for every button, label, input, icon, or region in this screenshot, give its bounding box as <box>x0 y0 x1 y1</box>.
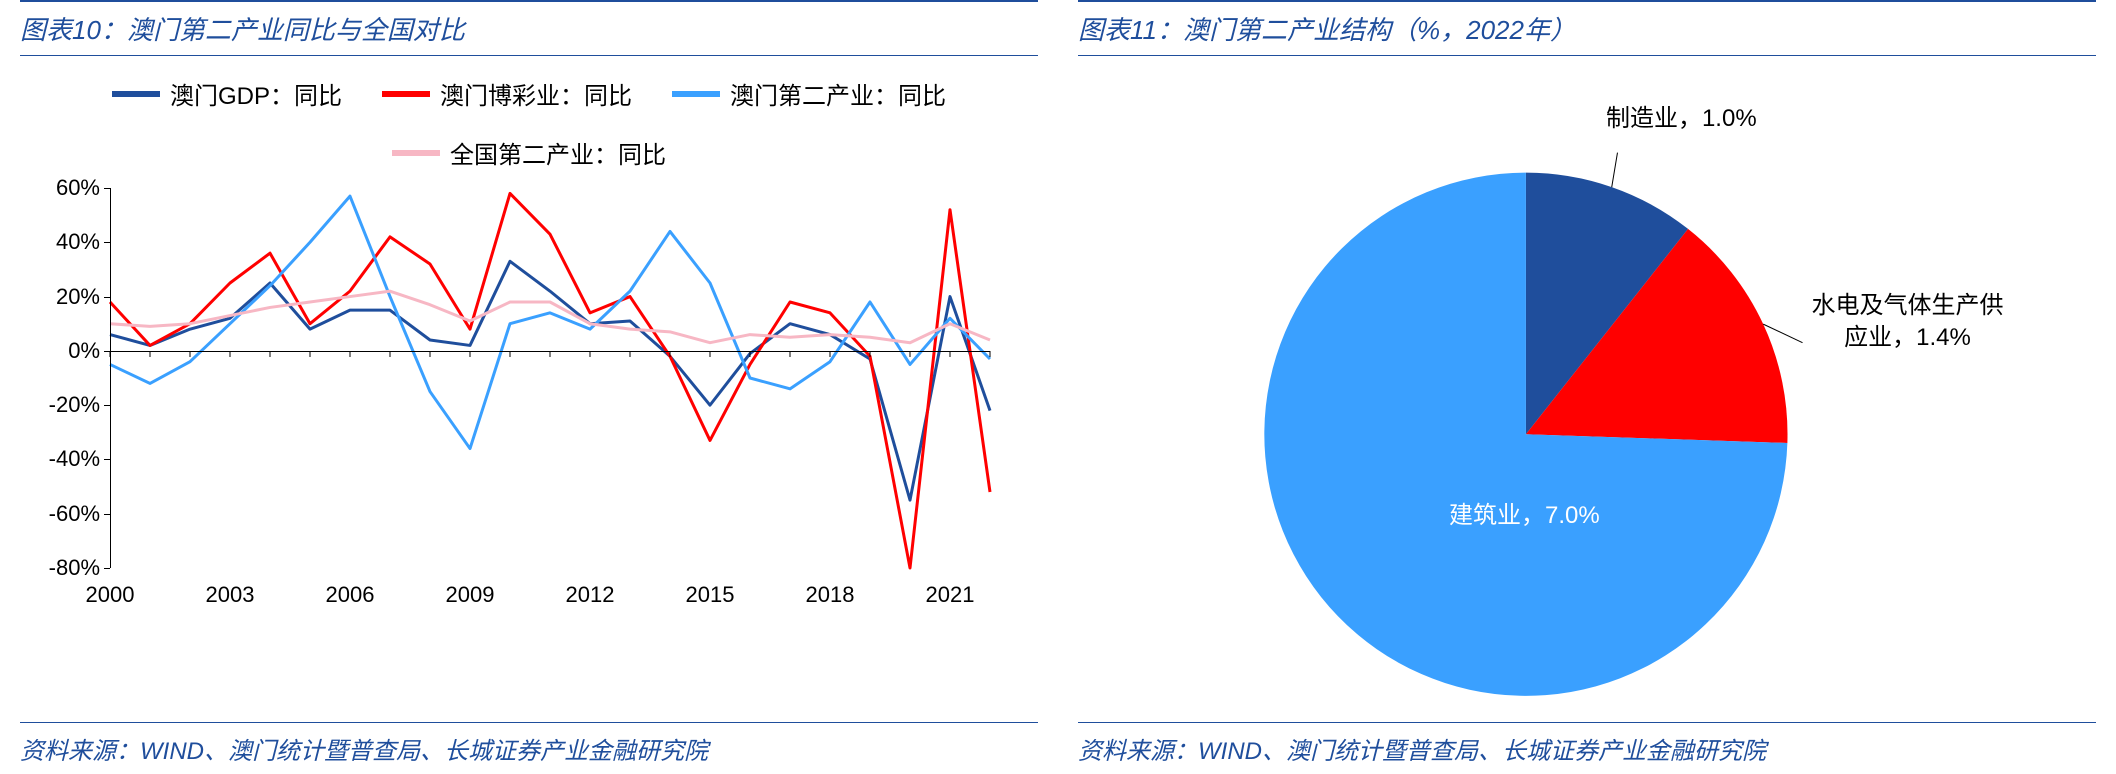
pie-chart: 制造业，1.0% 水电及气体生产供应业，1.4% 建筑业，7.0% <box>1078 68 2096 722</box>
legend-label: 澳门博彩业：同比 <box>440 76 632 111</box>
series-line <box>110 291 990 343</box>
x-tick-label: 2000 <box>86 582 135 608</box>
pie-chart-svg <box>1078 68 2096 722</box>
left-source-bar: 资料来源：WIND、澳门统计暨普查局、长城证券产业金融研究院 <box>20 722 1038 774</box>
right-title-bar: 图表11：澳门第二产业结构（%，2022年） <box>1078 0 2096 56</box>
legend-item: 澳门GDP：同比 <box>112 76 342 111</box>
y-tick-label: -60% <box>20 501 100 527</box>
legend-item: 澳门第二产业：同比 <box>672 76 946 111</box>
left-panel: 图表10：澳门第二产业同比与全国对比 澳门GDP：同比 澳门博彩业：同比 澳门第二产… <box>0 0 1058 774</box>
series-line <box>110 193 990 568</box>
y-tick-label: 60% <box>20 175 100 201</box>
line-chart-svg <box>110 188 990 568</box>
line-chart-plot: -80%-60%-40%-20%0%20%40%60% 200020032006… <box>110 188 1018 608</box>
y-tick-label: -20% <box>20 392 100 418</box>
x-tick-label: 2021 <box>926 582 975 608</box>
legend-swatch <box>382 91 430 97</box>
legend-swatch <box>112 91 160 97</box>
line-chart-plot-area: -80%-60%-40%-20%0%20%40%60% <box>110 188 990 568</box>
left-source-text: 资料来源：WIND、澳门统计暨普查局、长城证券产业金融研究院 <box>20 731 1038 766</box>
legend-label: 澳门GDP：同比 <box>170 76 342 111</box>
legend-label: 澳门第二产业：同比 <box>730 76 946 111</box>
left-chart-title: 图表10：澳门第二产业同比与全国对比 <box>20 10 1038 47</box>
right-source-bar: 资料来源：WIND、澳门统计暨普查局、长城证券产业金融研究院 <box>1078 722 2096 774</box>
right-panel: 图表11：澳门第二产业结构（%，2022年） 制造业，1.0% 水电及气体生产供应… <box>1058 0 2116 774</box>
legend-swatch <box>672 91 720 97</box>
y-tick-label: 20% <box>20 284 100 310</box>
y-tick-label: -80% <box>20 555 100 581</box>
left-chart-body: 澳门GDP：同比澳门博彩业：同比澳门第二产业：同比全国第二产业：同比 -80%-… <box>20 68 1038 722</box>
x-tick-label: 2009 <box>446 582 495 608</box>
x-tick-label: 2018 <box>806 582 855 608</box>
pie-slice-label: 制造业，1.0% <box>1591 103 1771 134</box>
x-tick-label: 2012 <box>566 582 615 608</box>
right-source-text: 资料来源：WIND、澳门统计暨普查局、长城证券产业金融研究院 <box>1078 731 2096 766</box>
legend-swatch <box>392 150 440 156</box>
x-tick-label: 2015 <box>686 582 735 608</box>
pie-slice-label: 水电及气体生产供应业，1.4% <box>1808 290 2008 352</box>
pie-slice-label: 建筑业，7.0% <box>1434 500 1614 531</box>
legend-label: 全国第二产业：同比 <box>450 135 666 170</box>
x-tick-label: 2006 <box>326 582 375 608</box>
right-chart-title: 图表11：澳门第二产业结构（%，2022年） <box>1078 10 2096 47</box>
left-title-bar: 图表10：澳门第二产业同比与全国对比 <box>20 0 1038 56</box>
y-tick-label: 40% <box>20 229 100 255</box>
x-tick-label: 2003 <box>206 582 255 608</box>
line-chart-legend: 澳门GDP：同比 澳门博彩业：同比 澳门第二产业：同比全国第二产业：同比 <box>20 68 1038 188</box>
y-tick-label: 0% <box>20 338 100 364</box>
series-line <box>110 261 990 500</box>
legend-item: 全国第二产业：同比 <box>392 135 666 170</box>
legend-item: 澳门博彩业：同比 <box>382 76 632 111</box>
y-tick-label: -40% <box>20 446 100 472</box>
right-chart-body: 制造业，1.0% 水电及气体生产供应业，1.4% 建筑业，7.0% <box>1078 68 2096 722</box>
